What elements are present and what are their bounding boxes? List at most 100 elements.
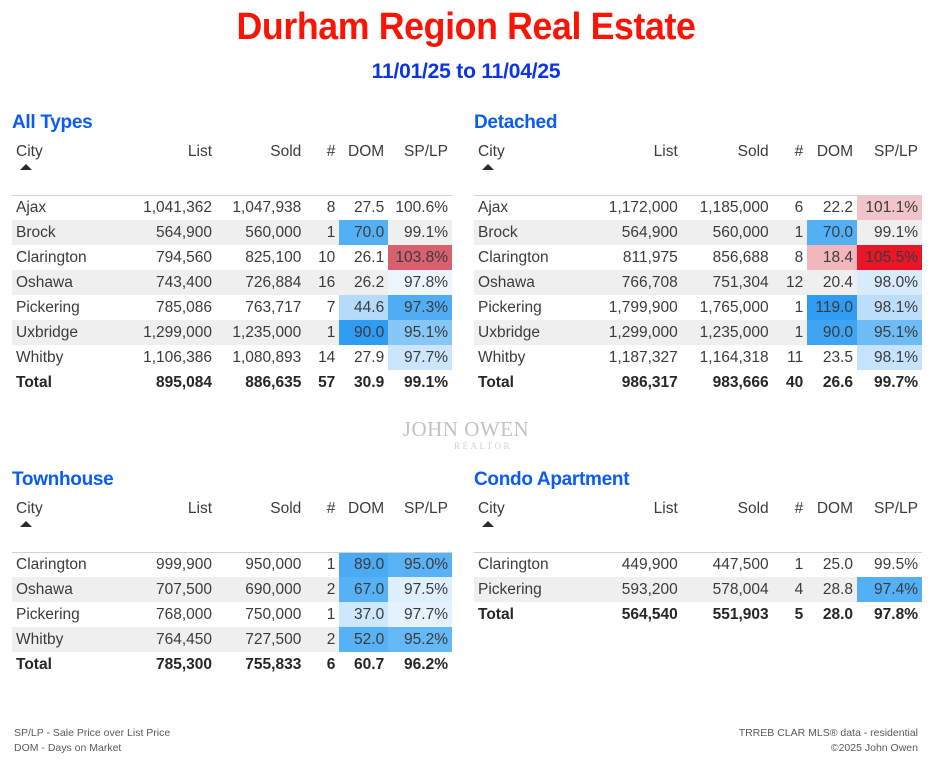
- panel-title-detached: Detached: [474, 112, 558, 133]
- column-header-count[interactable]: #: [794, 143, 804, 160]
- column-header-count[interactable]: #: [326, 143, 336, 160]
- cell-splp: 98.1%: [857, 295, 922, 320]
- table-row[interactable]: Pickering 1,799,900 1,765,000 1 119.0 98.1%: [474, 295, 922, 320]
- cell-city: Oshawa: [12, 577, 127, 602]
- sort-ascending-icon: [482, 521, 494, 527]
- column-header-city[interactable]: City: [12, 498, 127, 527]
- table-row[interactable]: Whitby 764,450 727,500 2 52.0 95.2%: [12, 627, 452, 652]
- table-row[interactable]: Brock 564,900 560,000 1 70.0 99.1%: [12, 220, 452, 245]
- cell-list: 1,187,327: [608, 348, 678, 366]
- total-sold: 886,635: [216, 370, 306, 395]
- cell-city: Pickering: [474, 577, 591, 602]
- cell-city: Whitby: [12, 627, 127, 652]
- cell-count: 1: [326, 555, 336, 573]
- table-row[interactable]: Pickering 768,000 750,000 1 37.0 97.7%: [12, 602, 452, 627]
- cell-list: 766,708: [590, 270, 682, 295]
- table-row[interactable]: Oshawa 743,400 726,884 16 26.2 97.8%: [12, 270, 452, 295]
- table-row[interactable]: Oshawa 766,708 751,304 12 20.4 98.0%: [474, 270, 922, 295]
- column-header-dom[interactable]: DOM: [816, 500, 854, 517]
- cell-dom: 26.1: [354, 248, 385, 266]
- header-divider-line: [12, 170, 452, 196]
- cell-sold: 750,000: [245, 605, 302, 623]
- cell-list: 1,299,000: [126, 320, 217, 345]
- cell-list: 1,299,000: [590, 320, 682, 345]
- cell-splp: 105.5%: [857, 245, 922, 270]
- cell-list: 785,086: [156, 298, 213, 316]
- panel-row-top: All Types City List Sold # DOM SP/LP Ajax 1,041,…: [0, 112, 932, 395]
- table-row[interactable]: Brock 564,900 560,000 1 70.0 99.1%: [474, 220, 922, 245]
- total-label: Total: [12, 370, 127, 395]
- footer-legend-dom: DOM - Days on Market: [14, 741, 122, 754]
- cell-sold: 825,100: [245, 248, 302, 266]
- footer-data-source: TRREB CLAR MLS® data - residential: [738, 726, 918, 739]
- cell-splp: 95.1%: [388, 320, 452, 345]
- column-header-list[interactable]: List: [653, 500, 678, 517]
- column-header-splp[interactable]: SP/LP: [874, 143, 918, 160]
- cell-dom: 27.5: [354, 198, 385, 216]
- cell-city: Brock: [12, 220, 127, 245]
- cell-city: Clarington: [478, 555, 549, 573]
- table-row[interactable]: Clarington 449,900 447,500 1 25.0 99.5%: [474, 552, 922, 577]
- column-header-dom[interactable]: DOM: [348, 143, 385, 160]
- cell-count: 1: [794, 298, 804, 316]
- cell-count: 11: [787, 348, 804, 366]
- table-row[interactable]: Pickering 593,200 578,004 4 28.8 97.4%: [474, 577, 922, 602]
- column-header-list[interactable]: List: [653, 143, 678, 160]
- total-label: Total: [12, 652, 127, 677]
- table-row[interactable]: Clarington 999,900 950,000 1 89.0 95.0%: [12, 552, 452, 577]
- table-header-row: City List Sold # DOM SP/LP: [474, 498, 922, 527]
- column-header-dom[interactable]: DOM: [816, 143, 854, 160]
- header-divider: [474, 170, 922, 196]
- column-header-sold[interactable]: Sold: [737, 143, 769, 160]
- table-row[interactable]: Clarington 794,560 825,100 10 26.1 103.8%: [12, 245, 452, 270]
- table-row[interactable]: Ajax 1,172,000 1,185,000 6 22.2 101.1%: [474, 195, 922, 220]
- total-sold: 983,666: [681, 370, 773, 395]
- column-header-splp[interactable]: SP/LP: [404, 500, 448, 517]
- table-row[interactable]: Ajax 1,041,362 1,047,938 8 27.5 100.6%: [12, 195, 452, 220]
- column-header-city-label: City: [16, 500, 43, 517]
- cell-list: 1,041,362: [143, 198, 213, 216]
- column-header-city-label: City: [478, 500, 505, 517]
- cell-splp: 103.8%: [388, 245, 452, 270]
- column-header-dom[interactable]: DOM: [348, 500, 385, 517]
- column-header-city[interactable]: City: [12, 141, 127, 170]
- cell-splp: 97.4%: [857, 577, 922, 602]
- column-header-splp[interactable]: SP/LP: [874, 500, 918, 517]
- column-header-city[interactable]: City: [474, 141, 591, 170]
- column-header-sold[interactable]: Sold: [270, 143, 302, 160]
- cell-city: Clarington: [16, 248, 87, 266]
- cell-city: Pickering: [16, 298, 80, 316]
- total-label: Total: [474, 602, 591, 627]
- table-row[interactable]: Oshawa 707,500 690,000 2 67.0 97.5%: [12, 577, 452, 602]
- cell-sold: 1,080,893: [232, 348, 302, 366]
- table-row[interactable]: Whitby 1,106,386 1,080,893 14 27.9 97.7%: [12, 345, 452, 370]
- cell-dom: 44.6: [339, 295, 389, 320]
- column-header-count[interactable]: #: [794, 500, 804, 517]
- column-header-list[interactable]: List: [187, 143, 213, 160]
- table-all-types: City List Sold # DOM SP/LP Ajax 1,041,362 1,047,…: [12, 141, 452, 395]
- table-row[interactable]: Clarington 811,975 856,688 8 18.4 105.5%: [474, 245, 922, 270]
- cell-count: 1: [772, 320, 808, 345]
- cell-list: 707,500: [126, 577, 217, 602]
- column-header-sold[interactable]: Sold: [737, 500, 769, 517]
- table-row[interactable]: Pickering 785,086 763,717 7 44.6 97.3%: [12, 295, 452, 320]
- cell-sold: 560,000: [681, 220, 773, 245]
- column-header-list[interactable]: List: [187, 500, 213, 517]
- cell-dom: 119.0: [807, 295, 858, 320]
- table-row[interactable]: Uxbridge 1,299,000 1,235,000 1 90.0 95.1%: [474, 320, 922, 345]
- cell-list: 449,900: [621, 555, 678, 573]
- footer-attribution: TRREB CLAR MLS® data - residential ©2025…: [739, 726, 918, 756]
- cell-dom: 23.5: [822, 348, 854, 366]
- total-sold: 755,833: [216, 652, 306, 677]
- table-row[interactable]: Uxbridge 1,299,000 1,235,000 1 90.0 95.1%: [12, 320, 452, 345]
- column-header-splp[interactable]: SP/LP: [404, 143, 448, 160]
- column-header-count[interactable]: #: [326, 500, 336, 517]
- cell-sold: 727,500: [216, 627, 306, 652]
- table-row[interactable]: Whitby 1,187,327 1,164,318 11 23.5 98.1%: [474, 345, 922, 370]
- total-splp: 99.7%: [857, 370, 922, 395]
- column-header-sold[interactable]: Sold: [270, 500, 302, 517]
- cell-count: 2: [305, 627, 340, 652]
- total-count: 6: [305, 652, 340, 677]
- column-header-city[interactable]: City: [474, 498, 591, 527]
- cell-sold: 856,688: [712, 248, 769, 266]
